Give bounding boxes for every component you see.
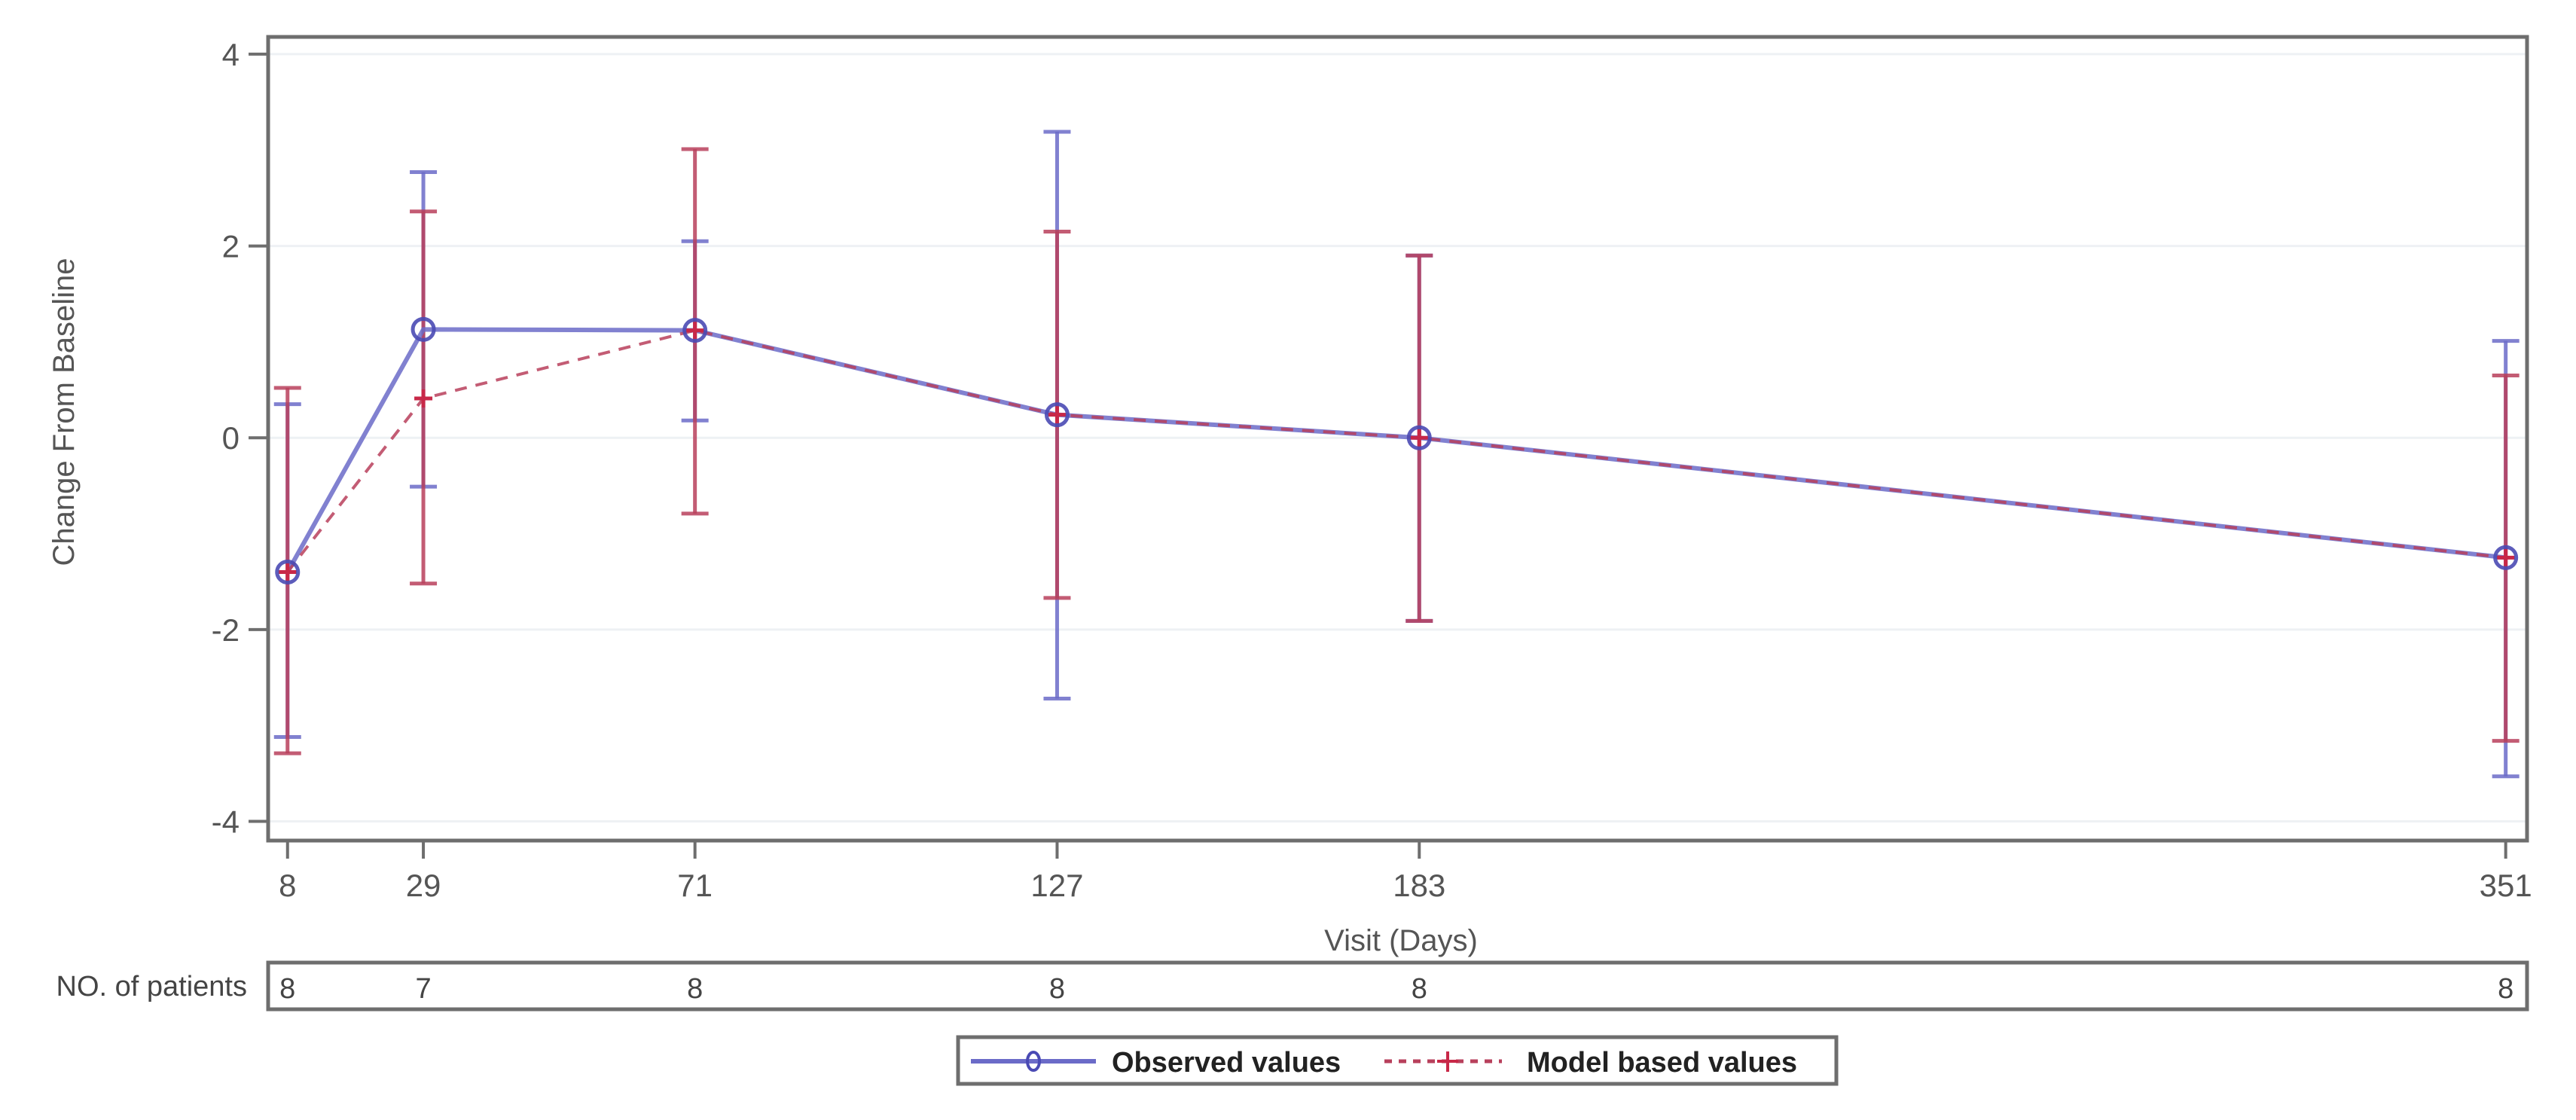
x-tick-label: 71	[677, 868, 713, 903]
y-tick-label: -2	[212, 612, 240, 648]
circle-marker-icon	[275, 559, 301, 584]
plot-frame	[266, 35, 2529, 843]
series-markers	[275, 316, 2519, 584]
circle-marker-icon	[411, 316, 436, 342]
x-tick-label: 8	[279, 868, 296, 903]
circle-marker-icon	[682, 318, 708, 343]
y-tick-label: 2	[222, 229, 240, 264]
x-tick-label: 351	[2480, 868, 2532, 903]
circle-marker-icon	[2493, 545, 2519, 570]
patients-count: 7	[415, 973, 431, 1005]
circle-marker-icon	[1406, 425, 1432, 450]
series-lines	[285, 327, 2506, 573]
x-axis-label: Visit (Days)	[1324, 924, 1478, 957]
patients-table-box	[266, 960, 2529, 1012]
patients-counts: 8 7 8 8 8 8	[279, 973, 2513, 1005]
y-tick-label: 4	[222, 37, 240, 72]
circle-marker-icon	[1026, 1051, 1041, 1072]
y-tick-label: -4	[212, 804, 240, 840]
patients-count: 8	[2498, 973, 2513, 1005]
x-axis-ticks: 8 29 71 127 183 351	[279, 841, 2532, 903]
legend-item-model: Model based values	[1384, 1047, 1797, 1079]
y-axis-ticks: 4 2 0 -2 -4	[212, 37, 268, 840]
y-axis-label: Change From Baseline	[47, 258, 81, 566]
patients-row-label: NO. of patients	[56, 971, 247, 1003]
legend: Observed values Model based values	[956, 1035, 1839, 1086]
legend-box	[956, 1035, 1839, 1086]
model-line	[286, 328, 2506, 573]
circle-marker-icon	[1044, 402, 1070, 428]
legend-item-observed: Observed values	[971, 1047, 1341, 1079]
x-tick-label: 29	[406, 868, 441, 903]
patients-count: 8	[1049, 973, 1065, 1005]
patients-count: 8	[687, 973, 703, 1005]
patients-count: 8	[279, 973, 295, 1005]
y-tick-label: 0	[222, 420, 240, 456]
legend-label-observed: Observed values	[1112, 1047, 1341, 1079]
x-tick-label: 183	[1393, 868, 1445, 903]
x-tick-label: 127	[1030, 868, 1083, 903]
patients-count: 8	[1412, 973, 1427, 1005]
legend-label-model: Model based values	[1527, 1047, 1797, 1079]
